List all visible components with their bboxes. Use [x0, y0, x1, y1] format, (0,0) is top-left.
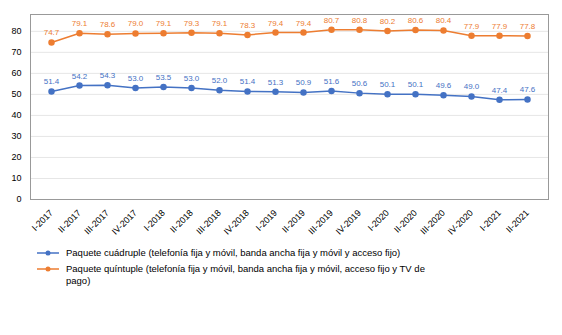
svg-text:III-2020: III-2020 — [418, 208, 447, 237]
svg-text:52.0: 52.0 — [212, 76, 228, 85]
svg-text:77.9: 77.9 — [492, 22, 508, 31]
svg-text:40: 40 — [11, 110, 21, 120]
svg-text:I-2019: I-2019 — [254, 208, 279, 233]
svg-text:50.1: 50.1 — [408, 80, 424, 89]
svg-text:I-2021: I-2021 — [478, 208, 503, 233]
svg-text:80.2: 80.2 — [380, 17, 396, 26]
svg-text:II-2019: II-2019 — [280, 208, 307, 235]
svg-text:60: 60 — [11, 68, 21, 78]
svg-text:80.4: 80.4 — [436, 16, 452, 25]
svg-text:79.4: 79.4 — [268, 19, 284, 28]
svg-text:II-2017: II-2017 — [56, 208, 83, 235]
svg-text:51.4: 51.4 — [44, 77, 60, 86]
svg-text:III-2019: III-2019 — [306, 208, 335, 237]
svg-text:47.4: 47.4 — [492, 86, 508, 95]
svg-text:80.6: 80.6 — [408, 16, 424, 25]
svg-text:I-2020: I-2020 — [366, 208, 391, 233]
svg-text:78.6: 78.6 — [100, 20, 116, 29]
svg-text:47.6: 47.6 — [520, 85, 536, 94]
svg-text:IV-2020: IV-2020 — [446, 208, 475, 237]
svg-text:50: 50 — [11, 89, 21, 99]
svg-text:II-2021: II-2021 — [504, 208, 531, 235]
svg-text:79.1: 79.1 — [72, 19, 88, 28]
svg-text:49.0: 49.0 — [464, 82, 480, 91]
svg-text:III-2018: III-2018 — [194, 208, 223, 237]
svg-text:0: 0 — [16, 194, 21, 204]
svg-text:53.5: 53.5 — [156, 73, 172, 82]
svg-text:10: 10 — [11, 173, 21, 183]
html-text:Paquete quíntuple (telefonía f: Paquete quíntuple (telefonía fija y móvi… — [66, 262, 425, 286]
svg-text:54.3: 54.3 — [100, 71, 116, 80]
svg-text:50.9: 50.9 — [296, 78, 312, 87]
svg-text:80.8: 80.8 — [352, 16, 368, 25]
svg-text:79.1: 79.1 — [212, 19, 228, 28]
svg-text:79.0: 79.0 — [128, 19, 144, 28]
svg-text:79.1: 79.1 — [156, 19, 172, 28]
svg-text:20: 20 — [11, 152, 21, 162]
svg-text:77.9: 77.9 — [464, 22, 480, 31]
svg-text:50.6: 50.6 — [352, 79, 368, 88]
svg-text:79.3: 79.3 — [184, 19, 200, 28]
svg-text:79.4: 79.4 — [296, 19, 312, 28]
svg-text:70: 70 — [11, 47, 21, 57]
svg-text:III-2017: III-2017 — [82, 208, 111, 237]
svg-text:54.2: 54.2 — [72, 72, 88, 81]
svg-text:74.7: 74.7 — [44, 28, 60, 37]
svg-text:49.6: 49.6 — [436, 81, 452, 90]
svg-text:51.4: 51.4 — [240, 77, 256, 86]
svg-text:II-2018: II-2018 — [168, 208, 195, 235]
svg-text:53.0: 53.0 — [128, 74, 144, 83]
svg-text:50.1: 50.1 — [380, 80, 396, 89]
svg-text:78.3: 78.3 — [240, 21, 256, 30]
svg-text:77.8: 77.8 — [520, 22, 536, 31]
svg-text:80.7: 80.7 — [324, 16, 340, 25]
svg-text:53.0: 53.0 — [184, 74, 200, 83]
svg-text:30: 30 — [11, 131, 21, 141]
svg-text:IV-2018: IV-2018 — [222, 208, 251, 237]
svg-text:80: 80 — [11, 26, 21, 36]
svg-text:I-2017: I-2017 — [30, 208, 55, 233]
svg-text:I-2018: I-2018 — [142, 208, 167, 233]
svg-text:51.3: 51.3 — [268, 78, 284, 87]
svg-text:IV-2019: IV-2019 — [334, 208, 363, 237]
svg-text:IV-2017: IV-2017 — [110, 208, 139, 237]
html-text:Paquete cuádruple (telefonía f: Paquete cuádruple (telefonía fija y móvi… — [66, 247, 401, 258]
svg-text:II-2020: II-2020 — [392, 208, 419, 235]
svg-text:51.6: 51.6 — [324, 77, 340, 86]
